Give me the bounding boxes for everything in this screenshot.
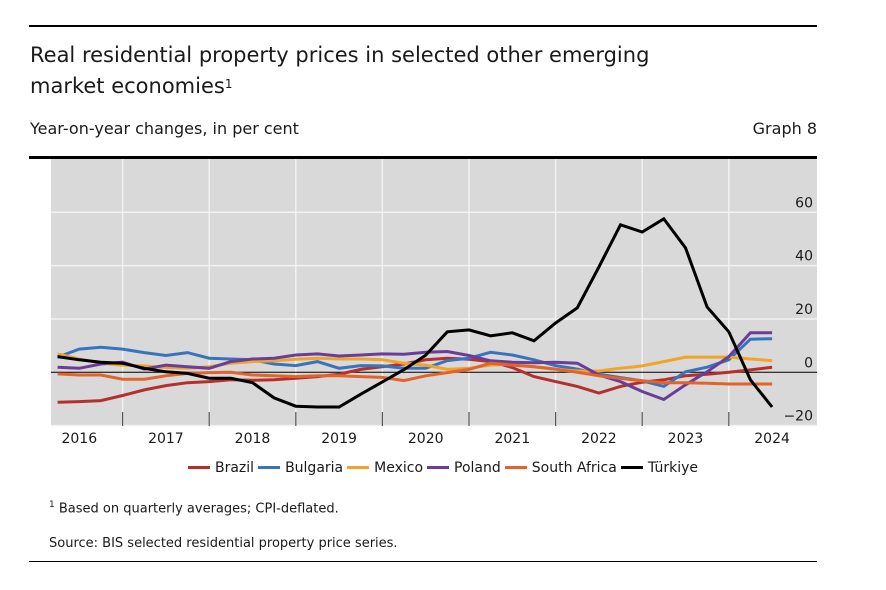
chart-title: Real residential property prices in sele… (30, 40, 730, 102)
top-rule (29, 25, 817, 27)
source-note: Source: BIS selected residential propert… (49, 536, 398, 551)
horizontal-gridlines (51, 211, 817, 427)
legend-label: Türkiye (647, 459, 698, 476)
legend-label: Mexico (374, 459, 424, 476)
footnote: 1 Based on quarterly averages; CPI-defla… (49, 500, 339, 516)
x-tick-label: 2023 (668, 431, 704, 447)
legend-label: South Africa (531, 459, 617, 476)
legend-item-south-africa: South Africa (504, 459, 617, 476)
footnote-text: Based on quarterly averages; CPI-deflate… (58, 501, 339, 517)
legend: Brazil Bulgaria Mexico Poland South Africa Tü… (0, 457, 886, 476)
legend-item-poland: Poland (427, 460, 501, 476)
x-tick-label: 2021 (494, 431, 530, 447)
legend-swatch (347, 466, 370, 469)
x-tick-label: 2024 (754, 431, 790, 447)
legend-swatch (620, 466, 643, 469)
legend-swatch (427, 466, 450, 469)
y-axis-labels: −20 0 20 40 60 (783, 195, 813, 424)
footnote-mark: 1 (49, 500, 55, 510)
y-tick-label: 40 (795, 249, 813, 265)
legend-swatch (258, 466, 281, 469)
x-tick-label: 2016 (61, 431, 97, 447)
legend-swatch (187, 466, 210, 469)
y-tick-label: 60 (795, 195, 813, 211)
chart-title-text: Real residential property prices in sele… (30, 43, 650, 98)
x-axis-labels: 2016 2017 2018 2019 2020 2021 2022 2023 2024 (61, 431, 790, 447)
x-tick-label: 2019 (321, 431, 357, 447)
legend-item-t-rkiye: Türkiye (620, 459, 698, 476)
x-axis-ticks (121, 412, 730, 426)
series-line-bulgaria (57, 337, 773, 389)
series-line-south-africa (57, 361, 773, 386)
legend-item-bulgaria: Bulgaria (258, 460, 343, 476)
title-footnote-mark: 1 (224, 77, 233, 91)
legend-item-mexico: Mexico (347, 460, 423, 476)
chart-subtitle: Year-on-year changes, in per cent (30, 119, 299, 138)
graph-number: Graph 8 (752, 119, 817, 138)
x-tick-label: 2022 (581, 431, 617, 447)
x-tick-label: 2018 (235, 431, 271, 447)
line-chart: 2016 2017 2018 2019 2020 2021 2022 2023 2024 −20… (51, 159, 817, 447)
y-tick-label: 0 (804, 355, 813, 371)
legend-swatch (504, 466, 527, 469)
series-lines (57, 216, 774, 409)
header-rule (29, 156, 817, 159)
legend-label: Brazil (214, 459, 255, 476)
y-tick-label: 20 (795, 302, 813, 318)
legend-item-brazil: Brazil (187, 459, 255, 476)
y-tick-label: −20 (783, 409, 813, 425)
series-line-t-rkiye (57, 216, 774, 409)
legend-label: Bulgaria (285, 459, 344, 476)
bottom-rule (29, 561, 817, 562)
series-line-poland (57, 331, 773, 402)
x-tick-label: 2017 (148, 431, 184, 447)
legend-label: Poland (454, 459, 501, 476)
x-tick-label: 2020 (408, 431, 444, 447)
